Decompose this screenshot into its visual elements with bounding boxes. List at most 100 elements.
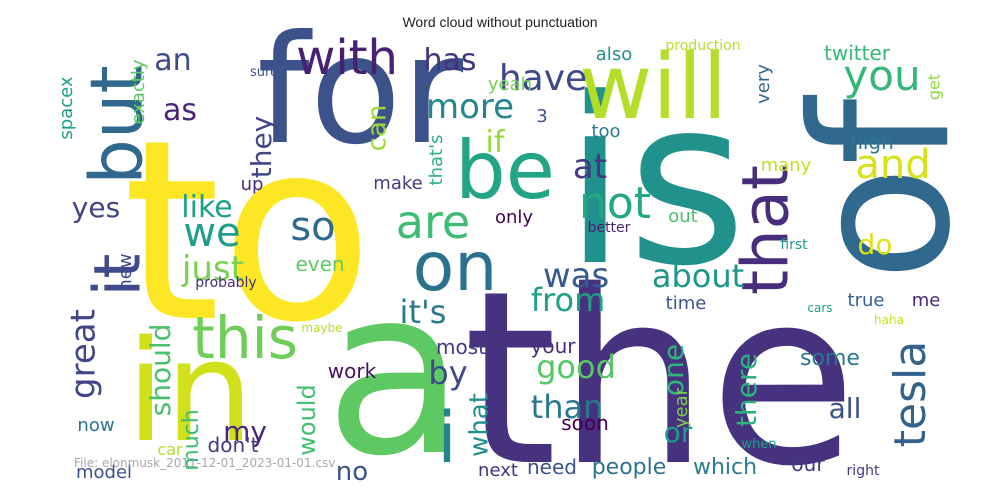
word-for: for bbox=[257, 4, 464, 178]
word-3: 3 bbox=[536, 106, 547, 127]
word-my: my bbox=[223, 415, 267, 448]
word-a: a bbox=[325, 240, 466, 500]
word-and: and bbox=[855, 142, 930, 188]
word-more: more bbox=[426, 87, 514, 127]
chart-title: Word cloud without punctuation bbox=[402, 14, 598, 30]
word-it-s: it's bbox=[400, 293, 447, 331]
word-can: can bbox=[363, 105, 393, 152]
word-in: in bbox=[126, 311, 254, 474]
word-or: or bbox=[664, 416, 693, 449]
word-better: better bbox=[588, 220, 631, 236]
file-caption: File: elonmusk_2011-12-01_2023-01-01.csv bbox=[74, 456, 336, 470]
word-don-t: don't bbox=[208, 433, 259, 457]
word-right: right bbox=[847, 463, 880, 479]
word-also: also bbox=[596, 44, 632, 65]
word-the: the bbox=[463, 239, 857, 500]
word-an: an bbox=[154, 43, 191, 78]
word-good: good bbox=[536, 348, 616, 386]
word-year: year bbox=[671, 387, 692, 428]
word-cars: cars bbox=[807, 301, 832, 315]
word-as: as bbox=[163, 93, 197, 128]
word-your: your bbox=[531, 334, 577, 358]
word-now: now bbox=[77, 415, 114, 436]
word-will: will bbox=[579, 35, 728, 140]
word-than: than bbox=[531, 388, 604, 426]
word-there: there bbox=[730, 353, 763, 427]
word-soon: soon bbox=[561, 411, 609, 435]
word-from: from bbox=[531, 281, 605, 319]
word-at: at bbox=[573, 147, 607, 187]
word-be: be bbox=[455, 124, 555, 217]
word-should: should bbox=[144, 324, 177, 417]
word-to: to bbox=[123, 86, 374, 377]
word-new: new bbox=[115, 253, 136, 290]
word-by: by bbox=[428, 354, 467, 392]
word-most: most bbox=[436, 335, 486, 359]
word-out: out bbox=[668, 206, 697, 227]
word-production: production bbox=[665, 38, 740, 54]
word-was: was bbox=[543, 256, 609, 296]
word-many: many bbox=[761, 155, 812, 176]
word-people: people bbox=[592, 455, 667, 480]
word-first: first bbox=[780, 237, 808, 253]
word-are: are bbox=[396, 195, 470, 249]
word-this: this bbox=[192, 304, 298, 372]
word-high: high bbox=[850, 130, 894, 154]
word-me: me bbox=[912, 290, 941, 311]
word-our: our bbox=[791, 452, 825, 476]
word-car: car bbox=[157, 440, 183, 459]
word-great: great bbox=[64, 309, 104, 399]
word-on: on bbox=[413, 228, 498, 307]
word-tesla: tesla bbox=[885, 341, 936, 447]
word-even: even bbox=[295, 252, 344, 276]
word-with: with bbox=[296, 30, 398, 86]
word-if: if bbox=[486, 125, 506, 160]
word-spacex: spacex bbox=[56, 76, 77, 139]
word-maybe: maybe bbox=[301, 321, 342, 335]
word-do: do bbox=[858, 228, 893, 261]
word-all: all bbox=[829, 392, 862, 425]
word-they: they bbox=[245, 116, 278, 179]
word-like: like bbox=[181, 190, 232, 225]
word-of: of bbox=[771, 94, 992, 281]
word-only: only bbox=[495, 207, 533, 228]
word-just: just bbox=[181, 249, 244, 289]
word-i: i bbox=[437, 397, 456, 479]
word-one: one bbox=[657, 344, 690, 396]
word-is: is bbox=[563, 50, 747, 317]
word-so: so bbox=[290, 204, 335, 250]
word-sure: sure bbox=[250, 65, 278, 80]
word-would: would bbox=[293, 384, 321, 455]
word-not: not bbox=[579, 178, 651, 229]
word-very: very bbox=[753, 64, 774, 104]
word-which: which bbox=[693, 455, 757, 480]
word-what: what bbox=[465, 393, 495, 457]
word-haha: haha bbox=[874, 313, 904, 327]
word-about: about bbox=[652, 257, 744, 295]
word-probably: probably bbox=[195, 275, 256, 291]
word-much: much bbox=[179, 409, 204, 470]
word-get: get bbox=[925, 74, 944, 100]
word-yeah: yeah bbox=[488, 74, 532, 95]
word-that: that bbox=[730, 165, 804, 295]
word-twitter: twitter bbox=[824, 41, 891, 65]
word-that-s: that's bbox=[426, 135, 447, 186]
word-but: but bbox=[75, 65, 159, 185]
word-model: model bbox=[76, 462, 132, 483]
word-time: time bbox=[666, 293, 707, 314]
word-when: when bbox=[741, 437, 776, 452]
word-we: we bbox=[183, 210, 240, 256]
word-some: some bbox=[800, 346, 860, 371]
word-have: have bbox=[499, 58, 587, 99]
word-make: make bbox=[373, 173, 422, 194]
word-true: true bbox=[848, 290, 885, 311]
word-no: no bbox=[336, 457, 368, 487]
word-up: up bbox=[241, 174, 264, 195]
word-too: too bbox=[591, 121, 620, 142]
word-work: work bbox=[328, 359, 377, 383]
word-has: has bbox=[423, 43, 476, 78]
word-you: you bbox=[843, 51, 920, 100]
word-exactly: exactly bbox=[128, 59, 149, 124]
